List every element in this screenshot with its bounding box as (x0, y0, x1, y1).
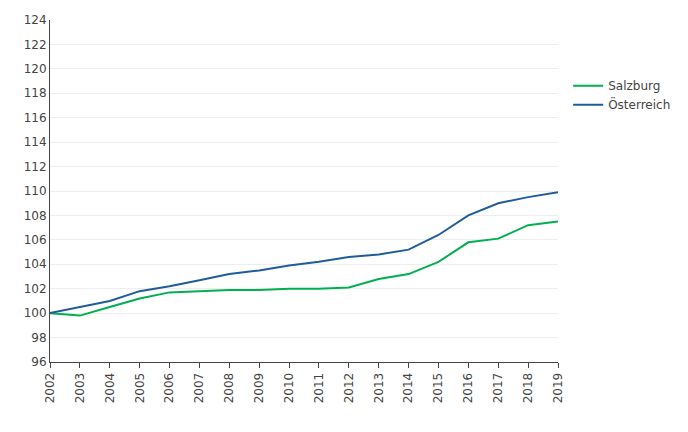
svg-text:2003: 2003 (73, 373, 87, 404)
svg-text:2018: 2018 (521, 373, 535, 404)
svg-text:2012: 2012 (342, 373, 356, 404)
svg-text:2013: 2013 (372, 373, 386, 404)
svg-text:2009: 2009 (252, 373, 266, 404)
svg-text:Österreich: Österreich (608, 96, 670, 112)
svg-text:2007: 2007 (192, 373, 206, 404)
svg-text:106: 106 (24, 233, 47, 247)
svg-text:116: 116 (24, 111, 47, 125)
svg-text:2015: 2015 (431, 373, 445, 404)
svg-text:2006: 2006 (162, 373, 176, 404)
svg-text:108: 108 (24, 209, 47, 223)
svg-text:100: 100 (24, 306, 47, 320)
svg-text:2014: 2014 (401, 373, 415, 404)
svg-text:2004: 2004 (103, 373, 117, 404)
svg-text:124: 124 (24, 13, 47, 27)
svg-text:104: 104 (24, 257, 47, 271)
svg-text:2016: 2016 (461, 373, 475, 404)
svg-text:110: 110 (24, 184, 47, 198)
svg-text:96: 96 (31, 355, 46, 369)
svg-text:Salzburg: Salzburg (608, 79, 660, 93)
svg-text:2005: 2005 (133, 373, 147, 404)
svg-text:118: 118 (24, 86, 47, 100)
svg-text:2011: 2011 (312, 373, 326, 404)
svg-text:2010: 2010 (282, 373, 296, 404)
svg-text:122: 122 (24, 38, 47, 52)
svg-text:98: 98 (31, 331, 46, 345)
svg-text:112: 112 (24, 160, 47, 174)
svg-text:114: 114 (24, 135, 47, 149)
svg-text:102: 102 (24, 282, 47, 296)
svg-text:2019: 2019 (551, 373, 565, 404)
svg-text:2017: 2017 (491, 373, 505, 404)
svg-text:120: 120 (24, 62, 47, 76)
svg-text:2008: 2008 (222, 373, 236, 404)
svg-text:2002: 2002 (43, 373, 57, 404)
